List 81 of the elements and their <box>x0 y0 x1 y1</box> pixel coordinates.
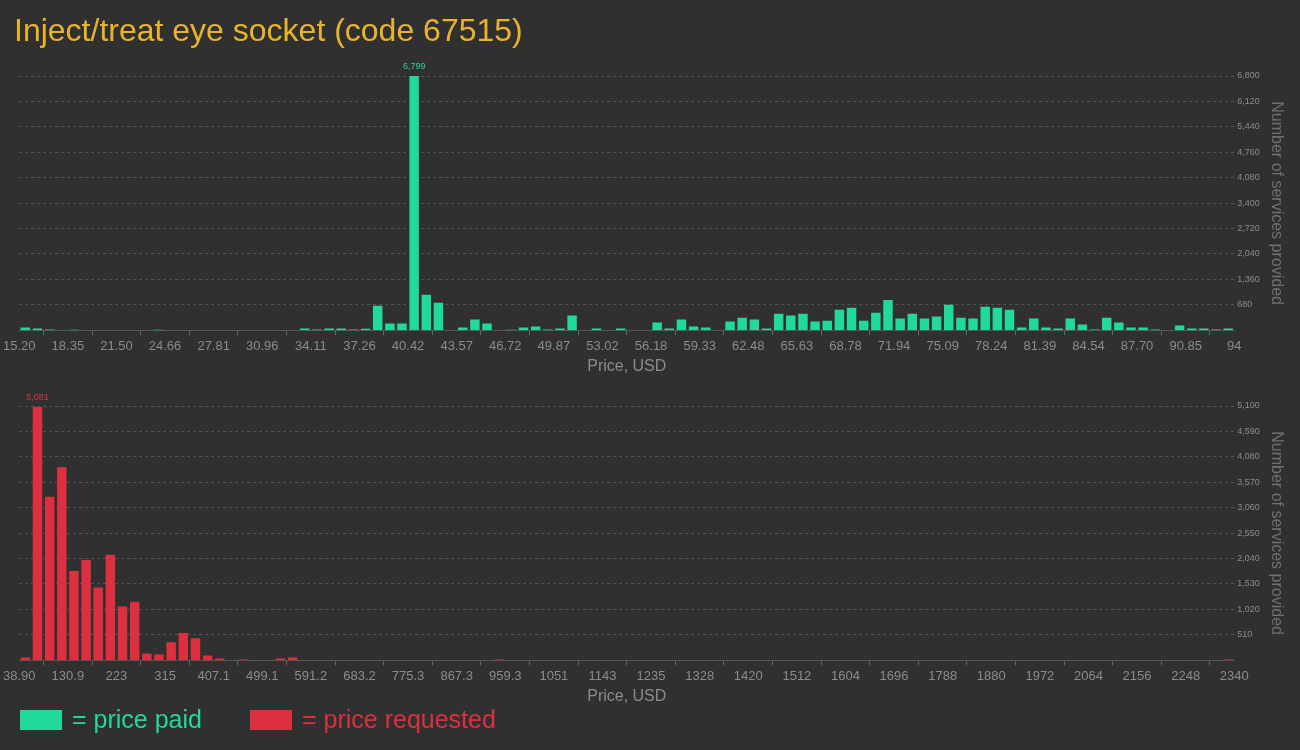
data-label: 5,081 <box>26 391 49 402</box>
x-tick-label: 65.63 <box>780 337 814 353</box>
y-tick-label: 680 <box>1237 299 1253 310</box>
y-tick-label: 4,080 <box>1237 172 1260 183</box>
x-tick-label: 2156 <box>1122 667 1152 683</box>
x-tick-label: 49.87 <box>537 337 571 353</box>
x-tick-label: 1235 <box>636 667 666 683</box>
x-tick-label: 75.09 <box>926 337 959 353</box>
x-axis-title: Price, USD <box>587 356 667 374</box>
x-tick-label: 591.2 <box>294 667 328 683</box>
y-tick-label: 6,120 <box>1237 95 1260 106</box>
y-axis-title: Number of services provided <box>1268 101 1286 305</box>
x-tick-label: 1328 <box>685 667 715 683</box>
y-tick-label: 6,800 <box>1237 70 1260 81</box>
x-tick-label: 1143 <box>588 667 617 683</box>
y-tick-label: 1,020 <box>1237 603 1260 614</box>
x-tick-label: 1604 <box>831 667 860 683</box>
y-tick-label: 4,590 <box>1237 425 1260 436</box>
x-tick-label: 87.70 <box>1120 337 1154 353</box>
x-tick-label: 62.48 <box>732 337 765 353</box>
x-tick-label: 43.57 <box>440 337 473 353</box>
x-tick-label: 27.81 <box>197 337 230 353</box>
x-tick-label: 78.24 <box>975 337 1008 353</box>
x-tick-label: 59.33 <box>683 337 716 353</box>
x-tick-label: 1420 <box>733 667 763 683</box>
x-tick-label: 959.3 <box>489 667 522 683</box>
x-tick-label: 1972 <box>1025 667 1055 683</box>
y-tick-label: 510 <box>1237 629 1253 640</box>
legend-label: = price requested <box>302 705 496 734</box>
y-tick-label: 5,100 <box>1237 400 1260 411</box>
x-tick-label: 1512 <box>782 667 812 683</box>
x-tick-label: 68.78 <box>829 337 862 353</box>
x-tick-label: 81.39 <box>1023 337 1057 353</box>
x-tick-label: 867.3 <box>440 667 473 683</box>
x-tick-label: 223 <box>105 667 128 683</box>
y-tick-label: 2,550 <box>1237 527 1260 538</box>
x-tick-label: 683.2 <box>343 667 376 683</box>
x-tick-label: 53.02 <box>586 337 619 353</box>
y-tick-label: 5,440 <box>1237 121 1260 132</box>
x-tick-label: 15.20 <box>2 337 36 353</box>
x-tick-label: 2248 <box>1171 667 1201 683</box>
y-tick-label: 3,060 <box>1237 502 1260 513</box>
x-tick-label: 1696 <box>879 667 909 683</box>
x-tick-label: 1788 <box>928 667 958 683</box>
x-tick-label: 21.50 <box>100 337 133 353</box>
y-tick-label: 1,530 <box>1237 578 1260 589</box>
y-tick-label: 2,040 <box>1237 553 1260 563</box>
x-tick-label: 1880 <box>976 667 1006 683</box>
chart-title: Inject/treat eye socket (code 67515) <box>14 12 523 49</box>
x-tick-label: 2340 <box>1219 667 1249 683</box>
legend-label: = price paid <box>72 705 202 734</box>
x-tick-label: 46.72 <box>489 337 522 353</box>
x-tick-label: 499.1 <box>245 667 279 683</box>
x-tick-label: 71.94 <box>877 337 911 353</box>
y-tick-label: 3,570 <box>1237 476 1260 487</box>
x-tick-label: 407.1 <box>197 667 230 683</box>
x-tick-label: 30.96 <box>245 337 279 353</box>
x-tick-label: 24.66 <box>148 337 182 353</box>
x-tick-label: 775.3 <box>391 667 425 683</box>
x-tick-label: 2064 <box>1074 667 1103 683</box>
x-tick-label: 38.90 <box>2 667 36 683</box>
x-tick-label: 37.26 <box>343 337 376 353</box>
x-tick-label: 34.11 <box>295 337 327 353</box>
x-tick-label: 1051 <box>539 667 569 683</box>
y-tick-label: 4,080 <box>1237 451 1260 462</box>
x-tick-label: 315 <box>154 667 176 683</box>
x-tick-label: 40.42 <box>391 337 425 353</box>
data-label: 6,799 <box>402 61 426 72</box>
y-axis-title: Number of services provided <box>1268 431 1286 635</box>
x-tick-label: 18.35 <box>51 337 85 353</box>
y-tick-label: 4,760 <box>1237 146 1260 157</box>
y-tick-label: 2,040 <box>1237 248 1260 259</box>
y-tick-label: 3,400 <box>1237 197 1260 208</box>
x-axis-title: Price, USD <box>587 686 667 704</box>
x-tick-label: 94 <box>1227 337 1242 353</box>
x-tick-label: 84.54 <box>1072 337 1105 353</box>
y-tick-label: 2,720 <box>1237 223 1260 233</box>
y-tick-label: 1,360 <box>1237 273 1260 284</box>
x-tick-label: 130.9 <box>51 667 85 683</box>
x-tick-label: 90.85 <box>1169 337 1202 353</box>
x-tick-label: 56.18 <box>634 337 668 353</box>
